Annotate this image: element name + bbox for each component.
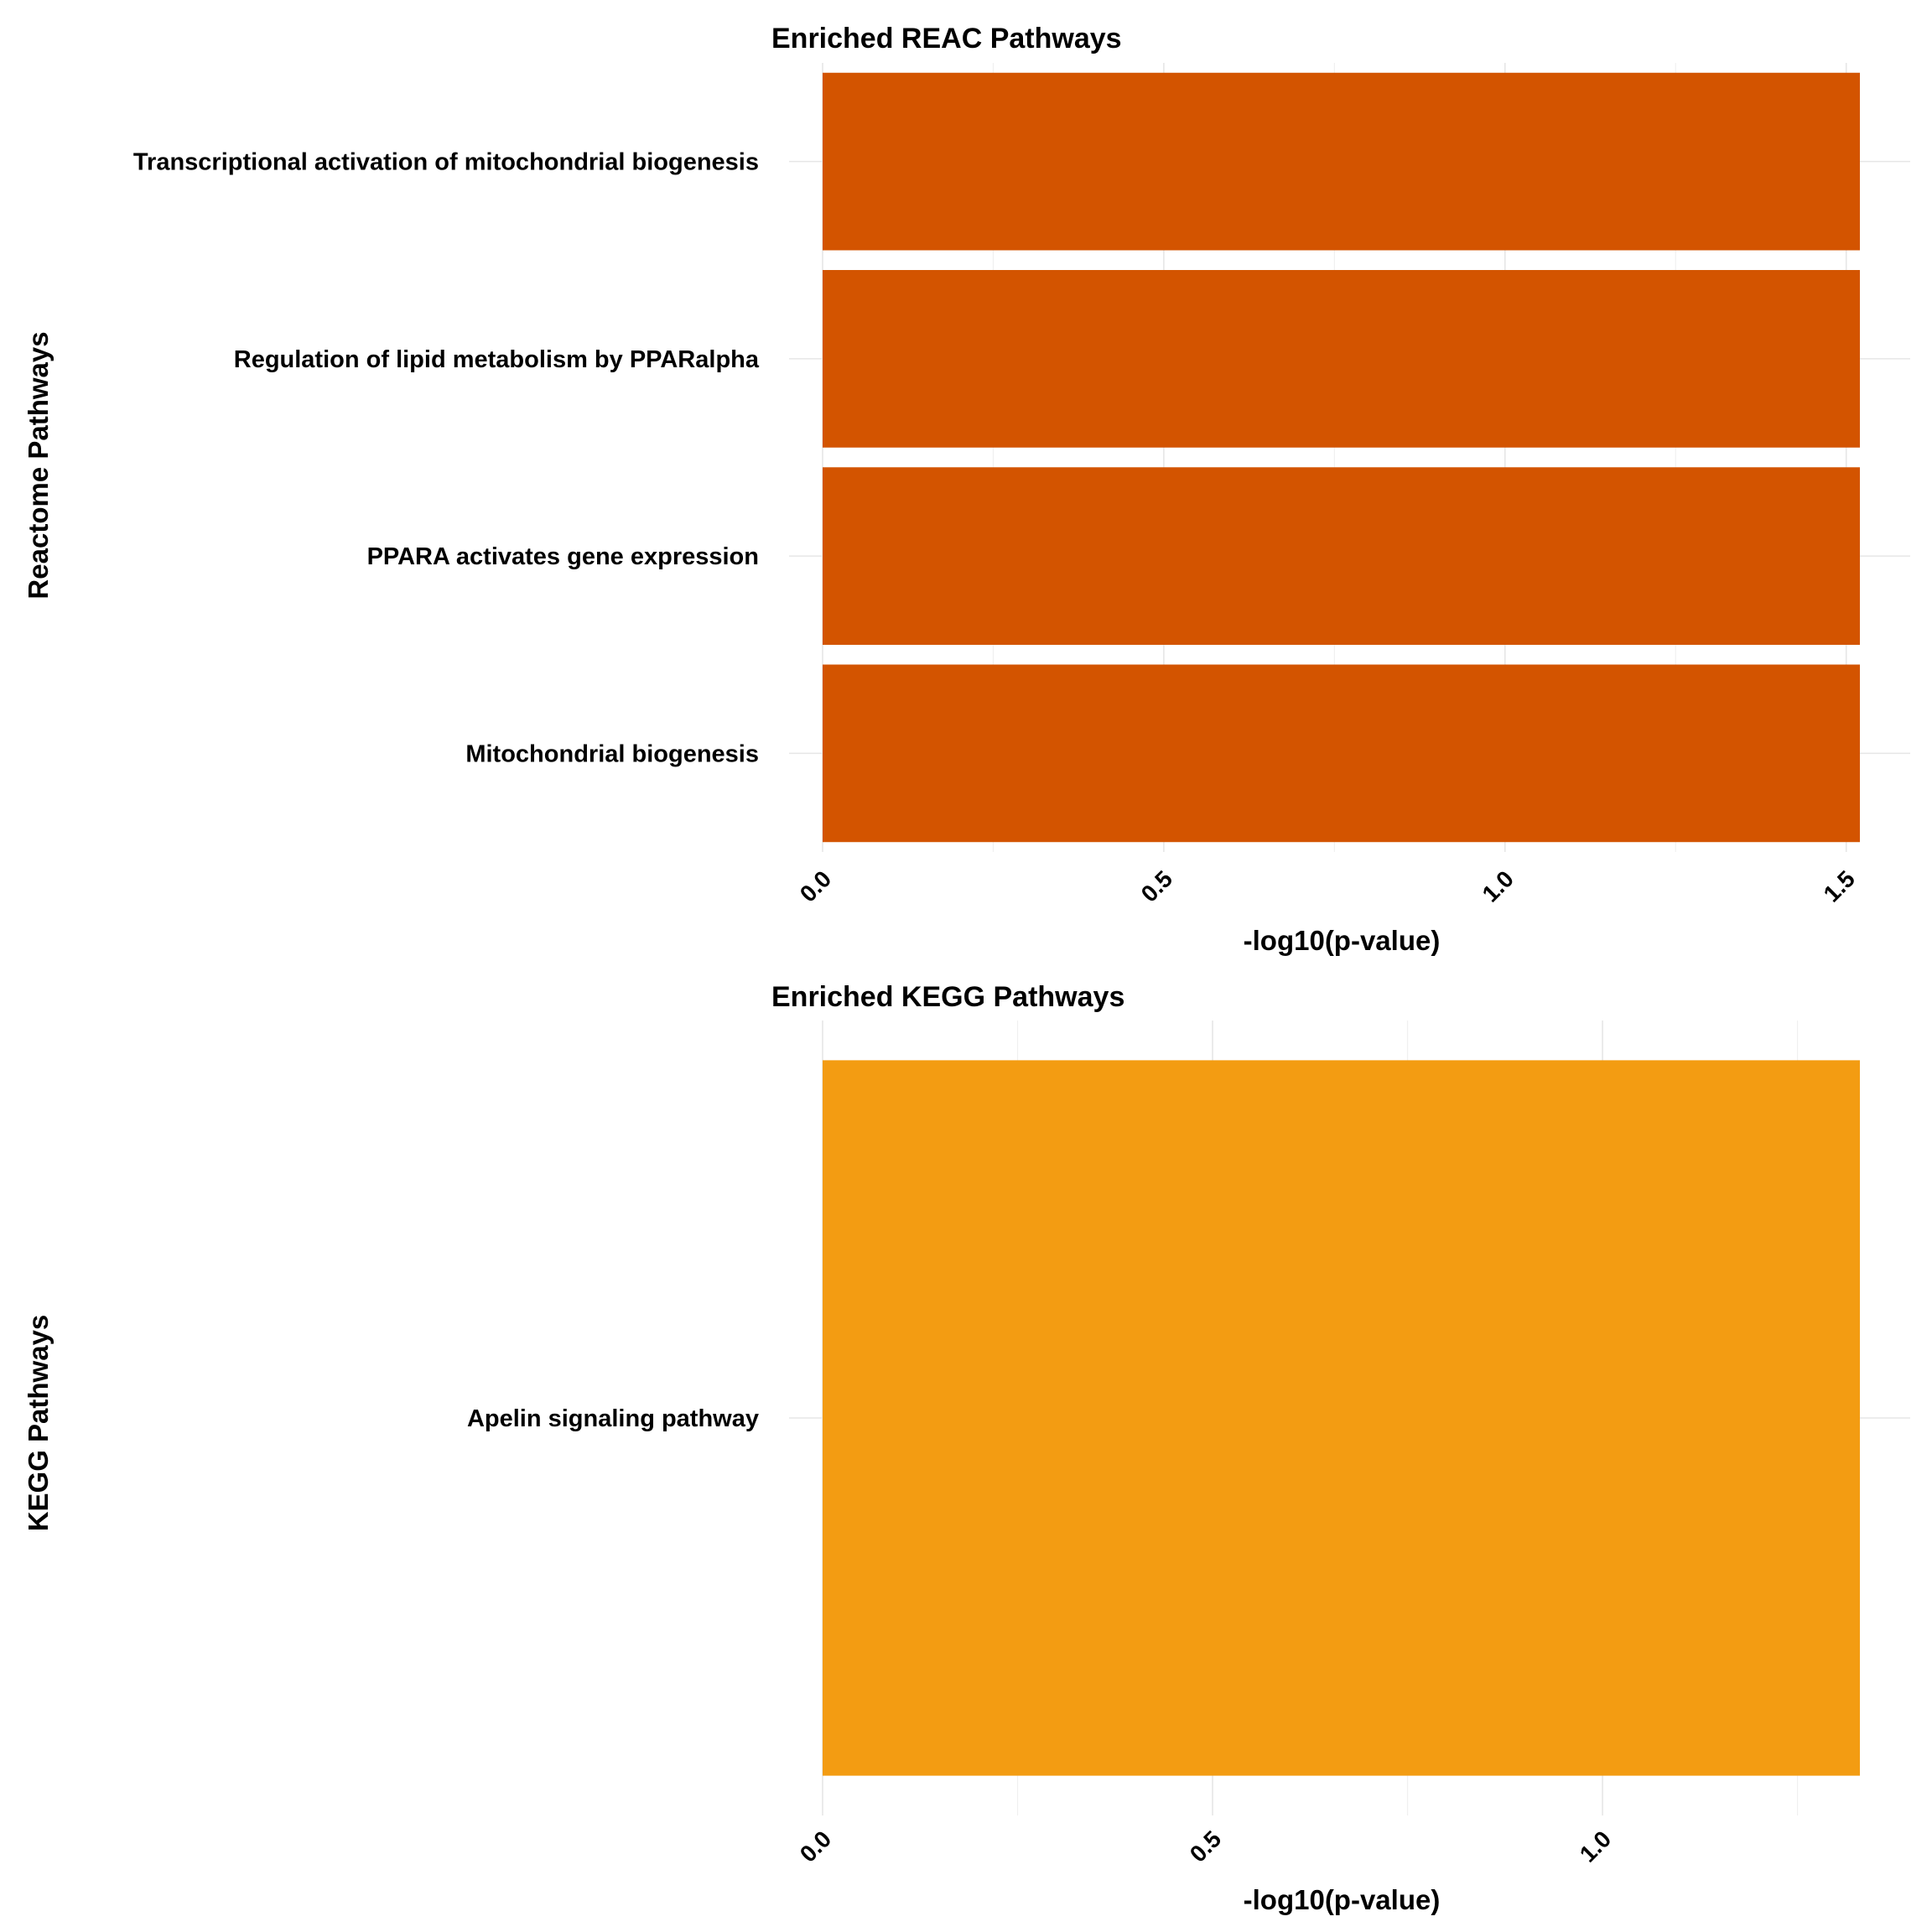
bar [823,664,1860,843]
reac-category-labels: Transcriptional activation of mitochondr… [133,149,760,768]
x-tick-label: 0.0 [795,1826,836,1867]
reac-chart-panel: Enriched REAC Pathways Transcriptional a… [23,23,1910,956]
category-label: Mitochondrial biogenesis [465,740,759,767]
reac-x-tick-labels: 0.0 0.5 1.0 1.5 [795,865,1860,906]
category-label: Apelin signaling pathway [467,1405,759,1432]
x-tick-label: 0.5 [1185,1826,1226,1867]
reac-bars [823,72,1860,843]
kegg-x-axis-title: -log10(p-value) [1244,1884,1441,1915]
x-tick-label: 1.0 [1478,865,1519,906]
bar [823,467,1860,645]
kegg-category-labels: Apelin signaling pathway [467,1405,759,1432]
bar [823,1060,1860,1776]
kegg-y-axis-title: KEGG Pathways [23,1315,54,1532]
x-tick-label: 0.0 [795,865,836,906]
bar [823,72,1860,251]
kegg-chart-title: Enriched KEGG Pathways [771,981,1124,1013]
kegg-chart-panel: Enriched KEGG Pathways Apelin signaling … [23,981,1910,1915]
kegg-bars [823,1060,1860,1776]
bar [823,270,1860,448]
reac-x-axis-title: -log10(p-value) [1244,925,1441,956]
x-tick-label: 0.5 [1136,865,1177,906]
kegg-x-tick-labels: 0.0 0.5 1.0 [795,1826,1617,1867]
category-label: Transcriptional activation of mitochondr… [133,149,759,176]
reac-y-axis-title: Reactome Pathways [23,331,54,599]
category-label: PPARA activates gene expression [367,543,759,570]
x-tick-label: 1.5 [1819,865,1860,906]
category-label: Regulation of lipid metabolism by PPARal… [234,346,760,373]
reac-chart-title: Enriched REAC Pathways [771,23,1122,55]
x-tick-label: 1.0 [1575,1826,1616,1867]
